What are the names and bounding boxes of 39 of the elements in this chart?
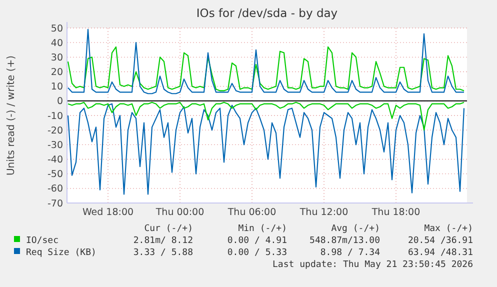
text: 63.94 /48.31	[408, 248, 473, 258]
y-tick-label: -70	[47, 198, 63, 210]
x-tick-label: Thu 12:00	[298, 207, 348, 218]
legend-label: Req Size (KB)	[26, 248, 96, 258]
text: 8.98 / 7.34	[320, 248, 380, 258]
text: Last update: Thu May 21 23:50:45 2026	[272, 260, 473, 270]
text: Min (-/+)	[238, 224, 287, 234]
text: 3.33 / 5.88	[133, 248, 193, 258]
x-tick-label: Thu 00:00	[154, 207, 204, 218]
y-tick-label: -20	[47, 125, 63, 136]
x-tick-label: Thu 06:00	[226, 207, 276, 218]
y-tick-label: 30	[50, 52, 63, 64]
y-tick-label: 50	[50, 23, 63, 34]
text: 0.00 / 4.91	[227, 236, 287, 246]
line-series	[67, 102, 465, 131]
text: 20.54 /36.91	[408, 236, 473, 246]
y-tick-label: 0	[56, 96, 63, 108]
legend-label: IO/sec	[26, 236, 59, 246]
text: Cur (-/+)	[144, 224, 193, 234]
line-series	[67, 103, 465, 195]
x-tick-label: Wed 18:00	[82, 207, 134, 218]
line-series	[67, 28, 465, 94]
text: Avg (-/+)	[331, 224, 380, 234]
y-tick-label: -30	[47, 140, 63, 151]
chart-title: IOs for /dev/sda - by day	[196, 6, 338, 20]
line-series	[67, 46, 465, 92]
y-tick-label: -40	[47, 154, 63, 166]
y-tick-label: -60	[47, 184, 63, 195]
text: 548.87m/13.00	[310, 236, 380, 246]
y-tick-label: -50	[47, 169, 63, 180]
y-tick-label: 20	[50, 67, 63, 78]
y-tick-label: -10	[47, 110, 63, 122]
y-axis-title: Units read (-) / write (+)	[6, 55, 17, 176]
text: Max (-/+)	[424, 224, 473, 234]
text: 0.00 / 5.33	[227, 248, 287, 258]
x-tick-label: Thu 18:00	[370, 207, 420, 218]
y-tick-label: 40	[50, 38, 63, 49]
y-tick-label: 10	[50, 82, 63, 93]
text: 2.81m/ 8.12	[133, 236, 193, 246]
